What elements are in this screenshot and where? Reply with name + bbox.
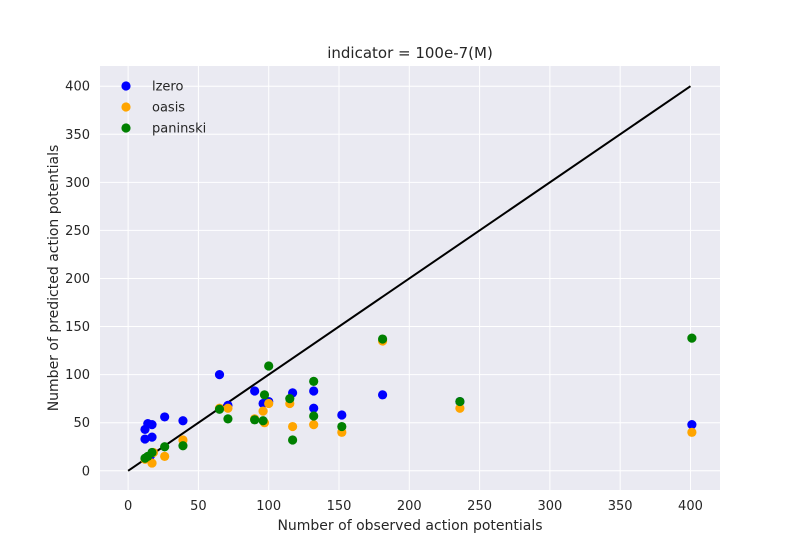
point-paninski [264, 361, 274, 371]
legend-label-oasis: oasis [152, 101, 185, 116]
point-lzero [309, 386, 319, 396]
y-axis-label: Number of predicted action potentials [46, 145, 62, 412]
point-oasis [687, 427, 697, 437]
point-paninski [288, 435, 298, 445]
y-tick-label: 300 [65, 176, 90, 191]
x-tick-label: 250 [467, 499, 492, 514]
point-paninski [455, 396, 465, 407]
y-tick-label: 100 [65, 368, 90, 383]
y-tick-label: 200 [65, 272, 90, 287]
x-tick-label: 200 [397, 499, 422, 514]
x-tick-label: 50 [190, 499, 207, 514]
point-lzero [147, 420, 157, 430]
x-tick-label: 400 [678, 499, 703, 514]
x-axis-label: Number of observed action potentials [277, 518, 542, 534]
point-lzero [214, 370, 225, 380]
point-paninski [160, 442, 170, 452]
point-paninski [259, 390, 270, 400]
point-lzero [687, 420, 697, 430]
x-tick-label: 150 [327, 499, 352, 514]
point-oasis [455, 403, 465, 413]
legend-marker-paninski [121, 123, 131, 133]
y-tick-label: 350 [65, 128, 90, 143]
point-paninski [285, 394, 295, 404]
point-paninski [337, 421, 347, 432]
legend-label-lzero: lzero [152, 80, 183, 95]
point-lzero [178, 416, 188, 426]
y-tick-label: 400 [65, 80, 90, 95]
tick-labels: 0 50 100 150 200 250 300 350 400 0 50 100 150 200 250 3… [65, 80, 703, 514]
point-paninski [309, 411, 319, 421]
point-oasis [160, 451, 170, 461]
point-paninski [178, 441, 188, 451]
y-tick-label: 250 [65, 224, 90, 239]
chart-title: indicator = 100e-7(M) [327, 44, 493, 62]
point-paninski [223, 414, 233, 424]
point-lzero [147, 432, 157, 442]
point-lzero [309, 403, 319, 413]
x-tick-label: 100 [256, 499, 281, 514]
data-points [140, 333, 697, 468]
point-oasis [309, 420, 319, 430]
point-oasis [147, 458, 157, 468]
point-paninski [687, 333, 697, 343]
point-paninski [309, 376, 319, 386]
y-tick-label: 150 [65, 320, 90, 335]
point-paninski [377, 334, 388, 344]
x-tick-label: 350 [608, 499, 633, 514]
legend-marker-oasis [121, 102, 131, 112]
x-tick-label: 0 [124, 499, 132, 514]
point-paninski [258, 416, 268, 426]
point-lzero [250, 386, 260, 396]
point-oasis [264, 398, 274, 409]
point-lzero [377, 390, 388, 400]
point-oasis [223, 403, 233, 413]
legend: lzero oasis paninski [121, 80, 206, 137]
point-oasis [258, 406, 268, 416]
legend-marker-lzero [121, 81, 131, 91]
point-oasis [288, 421, 298, 432]
legend-label-paninski: paninski [152, 122, 206, 137]
point-lzero [337, 410, 347, 420]
point-lzero [160, 412, 170, 422]
x-tick-label: 300 [537, 499, 562, 514]
y-tick-label: 0 [82, 464, 90, 479]
y-tick-label: 50 [73, 416, 90, 431]
point-paninski [214, 404, 225, 414]
point-paninski [147, 447, 157, 458]
point-paninski [250, 415, 260, 425]
point-lzero [140, 434, 150, 444]
